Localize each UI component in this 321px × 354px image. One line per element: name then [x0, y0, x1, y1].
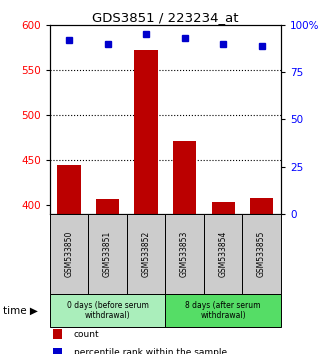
- Text: GSM533853: GSM533853: [180, 231, 189, 277]
- Text: GSM533851: GSM533851: [103, 231, 112, 277]
- Title: GDS3851 / 223234_at: GDS3851 / 223234_at: [92, 11, 239, 24]
- Text: GSM533854: GSM533854: [219, 231, 228, 277]
- Text: GSM533855: GSM533855: [257, 231, 266, 277]
- Bar: [96, 199, 119, 214]
- Text: GSM533850: GSM533850: [65, 231, 74, 277]
- Text: time ▶: time ▶: [3, 306, 38, 316]
- Text: count: count: [74, 330, 100, 339]
- Bar: [250, 198, 273, 214]
- Bar: [134, 50, 158, 214]
- Text: percentile rank within the sample: percentile rank within the sample: [74, 348, 227, 354]
- Bar: [57, 165, 81, 214]
- Text: GSM533852: GSM533852: [142, 231, 151, 277]
- Bar: [173, 141, 196, 214]
- Text: 0 days (before serum
withdrawal): 0 days (before serum withdrawal): [66, 301, 149, 320]
- Bar: [212, 201, 235, 214]
- Text: 8 days (after serum
withdrawal): 8 days (after serum withdrawal): [185, 301, 261, 320]
